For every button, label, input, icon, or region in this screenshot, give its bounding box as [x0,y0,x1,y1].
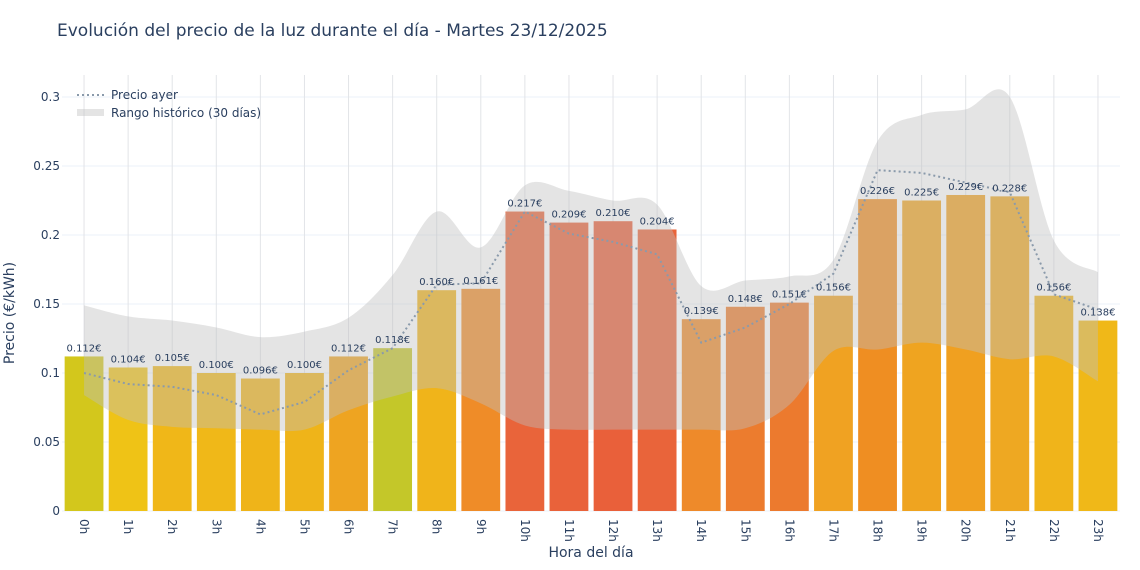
y-tick-label: 0.25 [33,159,60,173]
bar-8h [417,290,457,511]
bar-17h [814,295,853,511]
x-tick-label: 2h [165,519,179,534]
data-label: 0.100€ [287,360,322,371]
data-label: 0.105€ [155,353,190,364]
x-tick-label: 8h [430,519,444,534]
legend-band-swatch [77,109,104,116]
y-tick-label: 0.2 [41,228,60,242]
bar-19h [902,200,942,511]
historical-range-area [84,89,1098,432]
data-label: 0.225€ [904,188,939,199]
x-tick-label: 22h [1047,519,1061,542]
data-label: 0.112€ [67,343,102,354]
bar-13h [637,229,677,512]
bar-22h [1034,295,1074,511]
bar-3h [196,373,236,511]
x-tick-label: 23h [1091,519,1105,542]
x-tick-label: 5h [297,519,311,534]
x-tick-label: 9h [474,519,488,534]
x-tick-label: 10h [518,519,532,542]
bar-15h [725,306,765,511]
data-label: 0.112€ [331,343,366,354]
data-label: 0.204€ [640,216,675,227]
y-axis-title: Precio (€/kWh) [2,262,18,364]
historical-range-band [84,89,1098,432]
x-tick-label: 14h [694,519,708,542]
data-label: 0.104€ [111,354,146,365]
data-label: 0.156€ [1036,283,1071,294]
data-label: 0.139€ [684,306,719,317]
bar-18h [858,199,897,511]
data-label: 0.160€ [419,277,454,288]
bar-9h [461,288,501,511]
bars [64,194,1118,512]
bar-1h [108,367,148,511]
bar-20h [946,194,986,512]
data-label: 0.148€ [728,294,763,305]
yesterday-price-line [83,169,1099,416]
bar-0h [64,356,104,511]
yesterday-price-polyline [83,169,1099,416]
x-tick-label: 17h [826,519,840,542]
data-labels: 0.112€ 0.104€ 0.105€ 0.100€ 0.096€ 0.100€ 0.11… [67,182,1116,377]
bar-11h [549,222,589,511]
x-tick-label: 18h [871,519,885,542]
x-tick-label: 13h [650,519,664,542]
x-tick-label: 4h [253,519,267,534]
bar-4h [240,378,280,511]
axes: 0 0.05 0.1 0.15 0.2 0.25 0.3 0h 1h 2h 3h 4h 5h 6h 7h 8h… [2,90,1105,561]
data-label: 0.226€ [860,186,895,197]
chart-title: Evolución del precio de la luz durante e… [57,21,608,41]
x-tick-label: 7h [386,519,400,534]
data-label: 0.228€ [992,183,1027,194]
data-label: 0.209€ [551,210,586,221]
y-tick-label: 0.1 [41,366,60,380]
bar-6h [329,356,368,511]
x-tick-label: 3h [209,519,223,534]
data-label: 0.210€ [596,208,631,219]
x-tick-label: 12h [606,519,620,542]
x-tick-label: 6h [342,519,356,534]
legend-label: Rango histórico (30 días) [111,106,261,120]
data-label: 0.161€ [463,276,498,287]
x-tick-label: 0h [77,519,91,534]
data-label: 0.217€ [507,199,542,210]
bar-7h [373,348,413,511]
y-tick-label: 0.05 [33,435,60,449]
y-tick-label: 0 [52,504,60,518]
bar-16h [769,302,809,511]
y-tick-label: 0.15 [33,297,60,311]
x-tick-label: 16h [782,519,796,542]
bar-10h [505,211,545,512]
bar-21h [990,196,1030,512]
bar-5h [285,373,324,511]
x-axis-title: Hora del día [548,545,633,561]
x-tick-label: 19h [915,519,929,542]
x-tick-label: 20h [959,519,973,542]
y-tick-label: 0.3 [41,90,60,104]
data-label: 0.229€ [948,182,983,193]
data-label: 0.118€ [375,335,410,346]
x-tick-label: 15h [738,519,752,542]
x-tick-label: 21h [1003,519,1017,542]
data-label: 0.138€ [1080,308,1115,319]
data-label: 0.156€ [816,283,851,294]
data-label: 0.100€ [199,360,234,371]
bar-2h [152,366,192,511]
bar-23h [1078,320,1118,511]
data-label: 0.151€ [772,290,807,301]
x-tick-label: 11h [562,519,576,542]
x-tick-label: 1h [121,519,135,534]
bar-12h [593,221,633,511]
data-label: 0.096€ [243,366,278,377]
legend: Precio ayer Rango histórico (30 días) [77,88,261,120]
bar-14h [681,319,721,511]
legend-label: Precio ayer [111,88,178,102]
